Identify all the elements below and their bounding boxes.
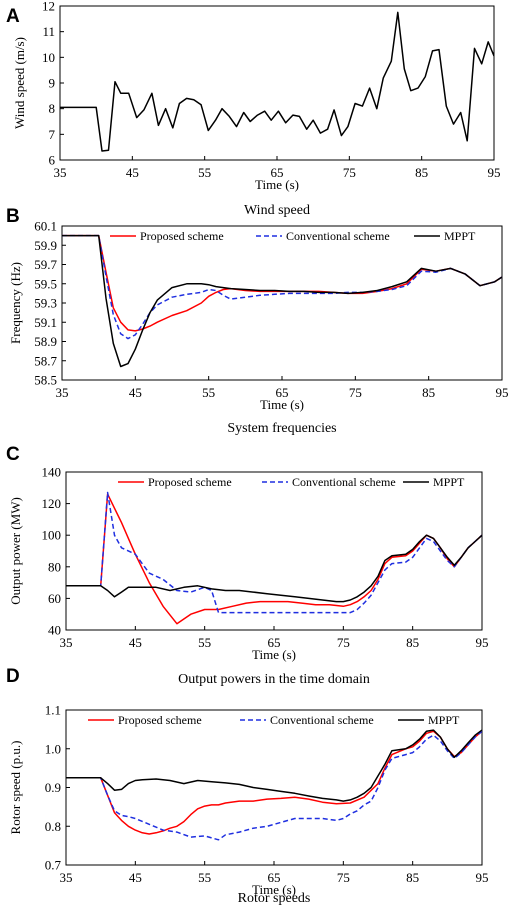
y-axis-label: Wind speed (m/s) (12, 37, 27, 129)
chart-panel-a: A 35 45 55 65 75 85 95 6 7 8 9 10 11 12 Time (s) Wind sp… (6, 0, 501, 218)
y-tick-label: 120 (42, 496, 62, 511)
x-tick-label: 65 (268, 635, 281, 650)
chart-panel-b: B 35 45 55 65 75 85 95 58.5 58.7 58.9 59.1 59.3 59.5 5… (6, 206, 509, 436)
y-axis-label: Frequency (Hz) (8, 262, 23, 344)
x-axis-label: Time (s) (252, 647, 296, 662)
y-tick-label: 7 (49, 127, 56, 142)
x-tick-label: 85 (406, 870, 419, 885)
y-tick-label: 40 (48, 623, 61, 638)
x-tick-label: 95 (476, 635, 489, 650)
y-tick-label: 100 (42, 528, 62, 543)
panel-caption: Wind speed (244, 203, 310, 218)
y-tick-label: 8 (49, 101, 56, 116)
legend-label: Conventional scheme (270, 713, 374, 727)
x-tick-label: 55 (202, 385, 215, 400)
series-line-conventional-scheme (66, 730, 482, 841)
x-tick-label: 95 (476, 870, 489, 885)
y-tick-label: 6 (49, 153, 56, 168)
panel-letter: D (6, 666, 20, 687)
panel-letter: B (6, 206, 20, 227)
x-tick-label: 45 (129, 870, 142, 885)
y-tick-label: 1.1 (45, 703, 61, 718)
x-axis-label: Time (s) (252, 882, 296, 897)
y-tick-label: 9 (49, 76, 56, 91)
x-tick-label: 75 (337, 635, 350, 650)
x-axis-label: Time (s) (255, 177, 299, 192)
x-tick-label: 55 (198, 635, 211, 650)
x-tick-label: 95 (488, 165, 501, 180)
y-tick-label: 59.3 (34, 296, 57, 311)
legend-label: MPPT (433, 475, 465, 489)
y-tick-label: 59.9 (34, 238, 57, 253)
y-tick-label: 60.1 (34, 219, 57, 234)
panel-caption: Output powers in the time domain (178, 672, 370, 687)
y-tick-label: 0.9 (45, 780, 61, 795)
legend-label: MPPT (428, 713, 460, 727)
x-tick-label: 55 (198, 870, 211, 885)
x-tick-label: 35 (56, 385, 69, 400)
series-line-mppt (66, 729, 482, 802)
x-tick-label: 45 (129, 385, 142, 400)
x-tick-label: 65 (276, 385, 289, 400)
y-tick-label: 80 (48, 559, 61, 574)
series-line (60, 11, 494, 152)
y-tick-label: 59.7 (34, 257, 57, 272)
x-tick-label: 65 (271, 165, 284, 180)
series-line-conventional-scheme (66, 491, 482, 614)
x-tick-label: 75 (349, 385, 362, 400)
y-tick-label: 12 (42, 0, 55, 14)
x-tick-label: 35 (60, 870, 73, 885)
y-tick-label: 60 (48, 591, 61, 606)
panel-letter: C (6, 444, 20, 465)
legend-label: Conventional scheme (292, 475, 396, 489)
y-tick-label: 1.0 (45, 741, 61, 756)
y-tick-label: 0.7 (45, 858, 62, 873)
x-tick-label: 85 (415, 165, 428, 180)
legend-label: Proposed scheme (118, 713, 202, 727)
y-tick-label: 58.7 (34, 353, 57, 368)
series-line-conventional-scheme (62, 234, 502, 340)
legend-label: MPPT (444, 229, 476, 243)
series-line-proposed-scheme (66, 730, 482, 835)
x-tick-label: 35 (54, 165, 67, 180)
panel-caption: Rotor speeds (238, 891, 311, 906)
series-line-mppt (62, 234, 502, 368)
series-line-mppt (66, 534, 482, 603)
y-tick-label: 59.1 (34, 315, 57, 330)
panel-letter: A (6, 6, 20, 27)
y-tick-label: 58.5 (34, 373, 57, 388)
x-tick-label: 55 (198, 165, 211, 180)
x-tick-label: 85 (406, 635, 419, 650)
x-tick-label: 75 (343, 165, 356, 180)
x-tick-label: 35 (60, 635, 73, 650)
x-tick-label: 85 (422, 385, 435, 400)
y-tick-label: 140 (42, 465, 62, 480)
x-tick-label: 75 (337, 870, 350, 885)
panel-caption: System frequencies (227, 421, 336, 436)
y-tick-label: 58.9 (34, 334, 57, 349)
legend-label: Conventional scheme (286, 229, 390, 243)
chart-panel-c: C 35 45 55 65 75 85 95 40 60 80 100 120 140 Time (s) Ou… (6, 444, 489, 687)
y-tick-label: 59.5 (34, 276, 57, 291)
legend-label: Proposed scheme (148, 475, 232, 489)
y-tick-label: 0.8 (45, 819, 61, 834)
legend-label: Proposed scheme (140, 229, 224, 243)
y-axis-label: Rotor speed (p.u.) (8, 741, 23, 835)
x-tick-label: 45 (129, 635, 142, 650)
y-axis-label: Output power (MW) (8, 497, 23, 605)
x-tick-label: 95 (496, 385, 509, 400)
x-tick-label: 45 (126, 165, 139, 180)
x-tick-label: 65 (268, 870, 281, 885)
y-tick-label: 11 (42, 24, 55, 39)
x-axis-label: Time (s) (260, 397, 304, 412)
y-tick-label: 10 (42, 50, 55, 65)
